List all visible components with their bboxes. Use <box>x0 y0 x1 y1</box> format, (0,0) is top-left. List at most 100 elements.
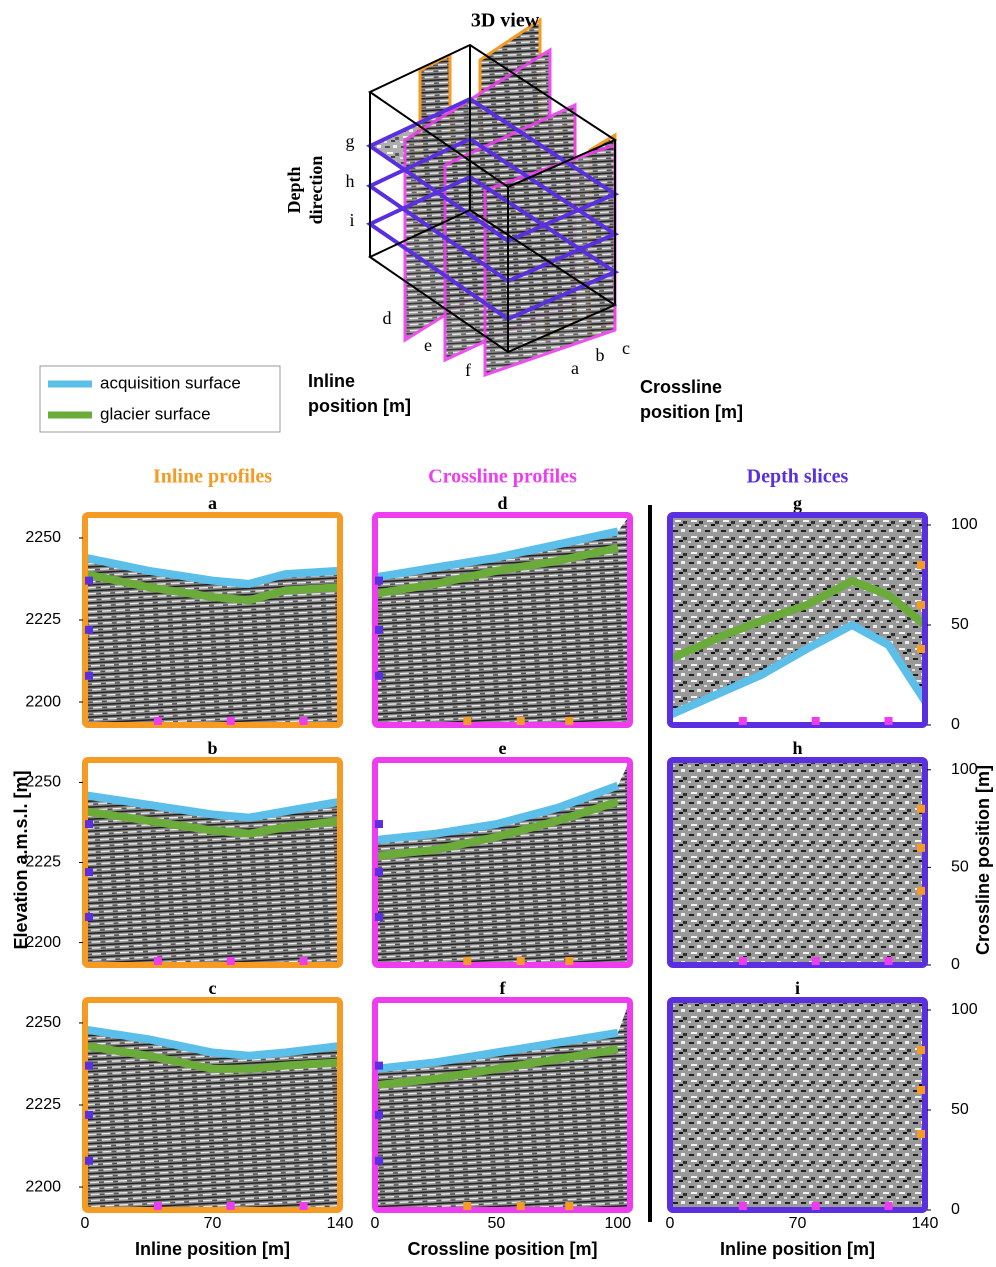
slice-letter: d <box>383 308 392 328</box>
slice-marker <box>739 957 747 965</box>
y-tick-label: 100 <box>951 516 978 533</box>
axis-label: position [m] <box>640 402 743 422</box>
panel-label: h <box>792 738 802 758</box>
slice-marker <box>812 1202 820 1210</box>
y-tick-label: 2225 <box>25 854 61 871</box>
slice-marker <box>85 672 93 680</box>
slice-marker <box>917 645 925 653</box>
y-tick-label: 2225 <box>25 611 61 628</box>
slice-marker <box>917 1086 925 1094</box>
slice-marker <box>885 957 893 965</box>
slice-marker <box>375 913 383 921</box>
axis-label: position [m] <box>308 396 411 416</box>
slice-marker <box>85 820 93 828</box>
axis-label: Crossline <box>640 377 722 397</box>
y-tick-label: 2200 <box>25 934 61 951</box>
panel-label: a <box>208 493 217 513</box>
x-tick-label: 100 <box>605 1215 632 1232</box>
slice-marker <box>375 1157 383 1165</box>
slice-marker <box>463 1202 471 1210</box>
y-tick-label: 2200 <box>25 693 61 710</box>
x-tick-label: 140 <box>912 1215 939 1232</box>
y-tick-label: 0 <box>951 956 960 973</box>
slice-letter: g <box>346 131 355 151</box>
x-tick-label: 0 <box>81 1215 90 1232</box>
slice-marker <box>85 626 93 634</box>
slice-marker <box>565 957 573 965</box>
x-tick-label: 0 <box>371 1215 380 1232</box>
y-tick-label: 2250 <box>25 529 61 546</box>
slice-marker <box>300 717 308 725</box>
x-tick-label: 50 <box>488 1215 506 1232</box>
panel-label: e <box>499 738 507 758</box>
slice-marker <box>565 717 573 725</box>
slice-marker <box>85 913 93 921</box>
view-title: 3D view <box>471 10 540 32</box>
seismic-image <box>670 1000 925 1210</box>
y-tick-label: 100 <box>951 761 978 778</box>
3d-view <box>370 20 615 375</box>
slice-marker <box>917 805 925 813</box>
slice-marker <box>917 561 925 569</box>
slice-marker <box>85 1157 93 1165</box>
slice-marker <box>917 1130 925 1138</box>
column-title: Inline profiles <box>153 466 272 488</box>
figure: 3D view Depth direction Inline position … <box>0 0 996 1262</box>
slice-marker <box>375 1062 383 1070</box>
legend-label: glacier surface <box>100 404 211 423</box>
slice-marker <box>375 672 383 680</box>
slice-letter: e <box>424 335 432 355</box>
slice-letter: i <box>349 210 354 230</box>
slice-marker <box>85 1062 93 1070</box>
slice-marker <box>812 957 820 965</box>
panel-label: g <box>793 493 802 513</box>
slice-marker <box>885 717 893 725</box>
slice-marker <box>154 1202 162 1210</box>
slice-letter: a <box>571 358 579 378</box>
slice-marker <box>85 577 93 585</box>
y-tick-label: 50 <box>951 616 969 633</box>
axis-label: Inline <box>308 371 355 391</box>
slice-marker <box>227 957 235 965</box>
slice-marker <box>375 1111 383 1119</box>
seismic-image <box>670 760 925 965</box>
slice-letter: f <box>465 360 471 380</box>
page: 3D view Depth direction Inline position … <box>0 0 996 1262</box>
panel-label: f <box>500 978 507 998</box>
slice-letter: c <box>622 338 630 358</box>
y-tick-label: 0 <box>951 716 960 733</box>
slice-marker <box>463 717 471 725</box>
slice-marker <box>375 868 383 876</box>
slice-marker <box>917 1046 925 1054</box>
y-tick-label: 2225 <box>25 1096 61 1113</box>
x-tick-label: 140 <box>327 1215 354 1232</box>
column-title: Crossline profiles <box>428 466 577 488</box>
legend-label: acquisition surface <box>100 373 241 392</box>
slice-letter: b <box>596 345 605 365</box>
x-tick-label: 0 <box>666 1215 675 1232</box>
slice-marker <box>85 868 93 876</box>
panel-label: d <box>497 493 507 513</box>
y-tick-label: 100 <box>951 1001 978 1018</box>
y-tick-label: 2250 <box>25 1014 61 1031</box>
x-axis-label: Inline position [m] <box>720 1239 875 1259</box>
slice-marker <box>154 717 162 725</box>
y-tick-label: 0 <box>951 1201 960 1218</box>
slice-marker <box>463 957 471 965</box>
column-title: Depth slices <box>747 466 849 488</box>
depth-label: direction <box>306 156 326 225</box>
slice-marker <box>300 1202 308 1210</box>
slice-marker <box>739 717 747 725</box>
slice-letter: h <box>346 171 355 191</box>
slice-marker <box>517 1202 525 1210</box>
slice-marker <box>812 717 820 725</box>
slice-marker <box>885 1202 893 1210</box>
panel-label: b <box>207 738 217 758</box>
slice-marker <box>565 1202 573 1210</box>
slice-marker <box>517 717 525 725</box>
x-axis-label: Crossline position [m] <box>407 1239 597 1259</box>
slice-marker <box>227 717 235 725</box>
slice-marker <box>517 957 525 965</box>
slice-marker <box>227 1202 235 1210</box>
slice-marker <box>154 957 162 965</box>
